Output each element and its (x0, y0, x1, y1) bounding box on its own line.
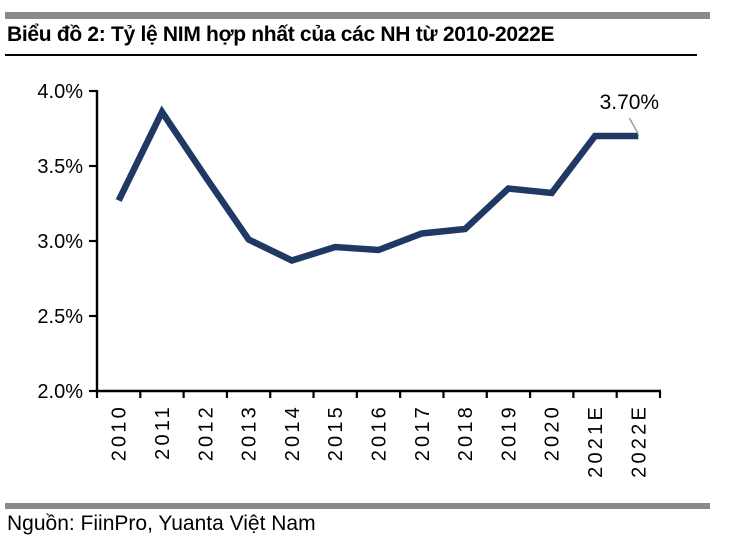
x-tick-label: 2013 (239, 404, 261, 461)
y-tick-label: 2.0% (37, 381, 83, 403)
x-tick-label: 2018 (455, 404, 477, 461)
top-divider-bar (5, 12, 710, 19)
bottom-divider-bar (5, 503, 710, 509)
x-tick-label: 2021E (585, 404, 607, 478)
y-tick-label: 4.0% (37, 81, 83, 103)
x-tick-label: 2011 (152, 404, 174, 460)
x-tick-label: 2017 (412, 404, 434, 461)
x-tick-label: 2015 (325, 404, 347, 461)
source-note: Nguồn: FiinPro, Yuanta Việt Nam (7, 512, 316, 535)
y-tick-label: 3.0% (37, 231, 83, 253)
x-tick-label: 2012 (195, 404, 217, 461)
x-tick-label: 2022E (628, 404, 650, 478)
x-tick-label: 2020 (542, 404, 564, 461)
y-tick-label: 3.5% (37, 156, 83, 178)
title-underline (5, 54, 697, 56)
chart-title: Biểu đồ 2: Tỷ lệ NIM hợp nhất của các NH… (7, 23, 555, 46)
x-tick-label: 2014 (282, 404, 304, 461)
nim-line-series (115, 105, 639, 264)
y-tick-label: 2.5% (37, 306, 83, 328)
annotation-data-label: 3.70% (600, 91, 660, 114)
x-tick-label: 2010 (109, 404, 131, 461)
x-tick-label: 2016 (369, 404, 391, 461)
annotation-leader-line (628, 117, 639, 135)
x-tick-label: 2019 (498, 404, 520, 461)
